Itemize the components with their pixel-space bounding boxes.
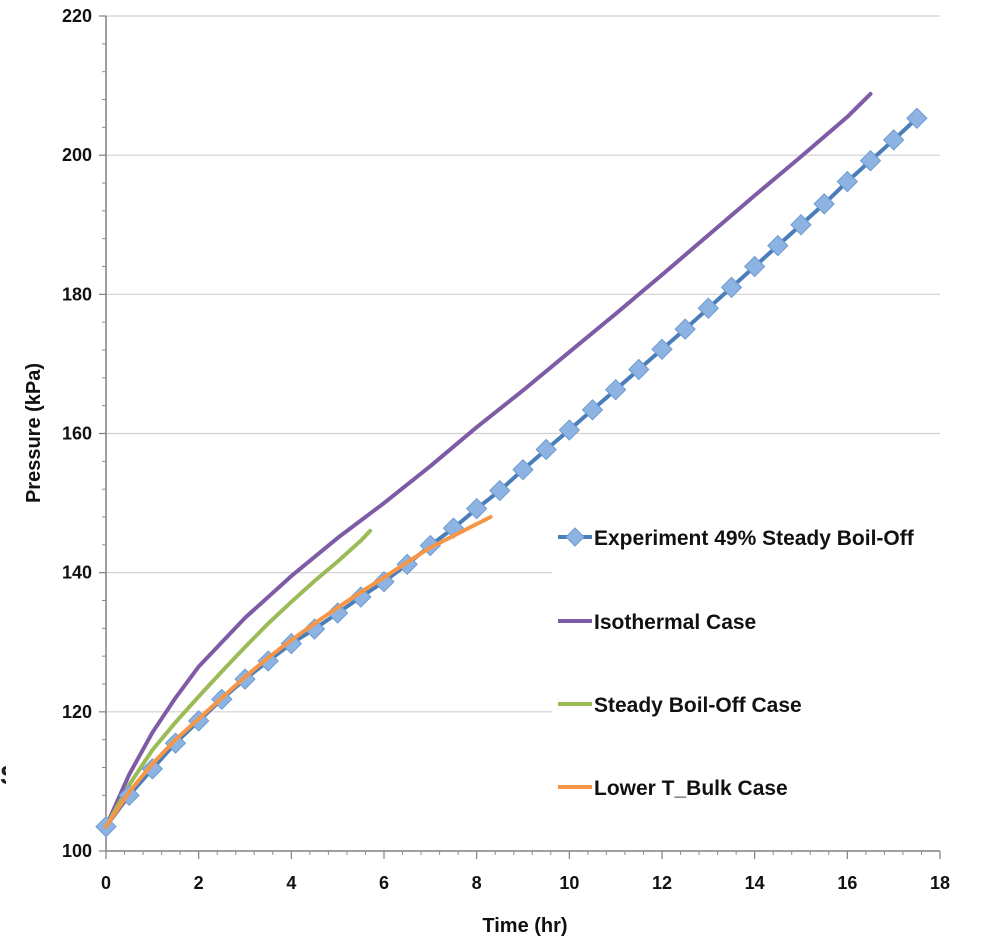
series-line: [104, 91, 873, 829]
data-point: [674, 318, 696, 340]
data-point: [628, 358, 650, 381]
data-point: [350, 586, 372, 608]
legend-label: Lower T_Bulk Case: [594, 777, 788, 800]
axis-layer: 100 120 140 160 180 200 220 0 2 4 6 8 10 12 14 16 18: [62, 6, 950, 893]
data-point: [720, 276, 743, 299]
series-3: [104, 515, 493, 829]
legend-label: Steady Boil-Off Case: [594, 694, 802, 717]
x-tick-label: 2: [194, 873, 204, 893]
data-point: [813, 193, 835, 215]
x-tick-label: 0: [101, 873, 111, 893]
x-tick-label: 18: [930, 873, 950, 893]
legend-label: Experiment 49% Steady Boil-Off: [594, 527, 915, 550]
data-point: [697, 297, 720, 319]
data-point: [906, 107, 928, 129]
y-axis-title: Pressure (kPa): [23, 363, 45, 503]
x-tick-label: 14: [745, 873, 765, 893]
x-tick-label: 4: [286, 873, 296, 893]
legend-swatch-marker: [565, 527, 585, 547]
data-point: [836, 170, 859, 193]
legend-entry-2: Steady Boil-Off Case: [558, 694, 802, 717]
legend: Experiment 49% Steady Boil-Off Isothermal…: [552, 505, 952, 823]
series-1: [104, 91, 873, 829]
legend-label: Isothermal Case: [594, 611, 756, 634]
data-point: [512, 458, 534, 481]
data-point: [790, 214, 812, 236]
x-tick-label: 12: [652, 873, 672, 893]
data-point: [767, 234, 789, 257]
data-point: [373, 571, 395, 593]
series-line: [104, 515, 493, 829]
y-tick-label: 140: [62, 563, 92, 583]
x-tick-label: 10: [559, 873, 579, 893]
y-tick-label: 100: [62, 841, 92, 861]
series-line: [104, 528, 373, 829]
legend-entry-1: Isothermal Case: [558, 611, 756, 634]
data-point: [535, 438, 557, 461]
legend-entry-3: Lower T_Bulk Case: [558, 777, 788, 800]
data-point: [651, 338, 673, 361]
y-tick-label: 120: [62, 702, 92, 722]
data-point: [882, 129, 905, 151]
y-tick-label: 220: [62, 6, 92, 26]
x-tick-label: 8: [472, 873, 482, 893]
x-tick-label: 16: [837, 873, 857, 893]
data-point: [164, 732, 187, 754]
x-axis-title: Time (hr): [482, 915, 567, 937]
data-point: [581, 399, 604, 421]
data-point: [489, 479, 511, 502]
legend-background: [552, 505, 952, 823]
y-tick-label: 180: [62, 284, 92, 304]
legend-entry-0: Experiment 49% Steady Boil-Off: [558, 527, 915, 550]
data-point: [604, 378, 627, 401]
data-point: [558, 419, 581, 441]
series-layer: [95, 91, 928, 838]
series-2: [104, 528, 373, 829]
y-tick-label: 200: [62, 145, 92, 165]
data-point: [859, 150, 882, 172]
data-point: [465, 497, 488, 520]
x-tick-label: 6: [379, 873, 389, 893]
data-point: [141, 758, 164, 780]
data-point: [743, 255, 766, 278]
data-point: [303, 618, 326, 640]
cropped-text-fragment: S: [0, 760, 6, 791]
y-tick-label: 160: [62, 424, 92, 444]
